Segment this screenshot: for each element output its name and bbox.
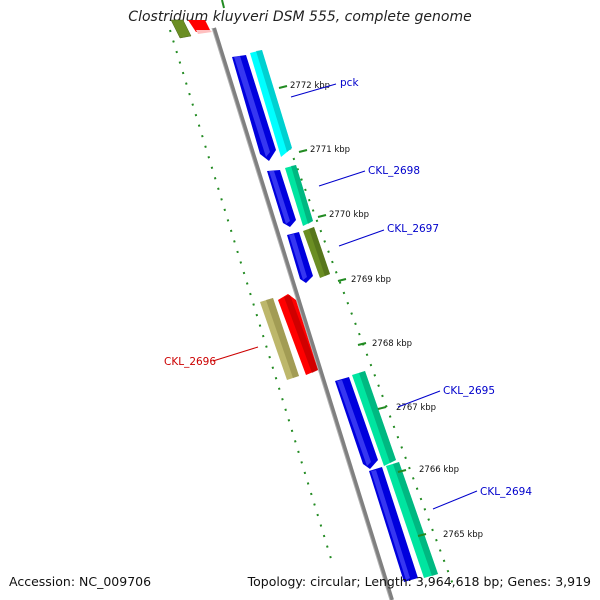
gene-partial-red: [188, 20, 210, 32]
label-ckl-2696[interactable]: CKL_2696: [164, 346, 259, 368]
label-ckl-2694[interactable]: CKL_2694: [432, 486, 532, 510]
tick-label: 2766 kbp: [419, 465, 459, 475]
tick-label: 2769 kbp: [351, 275, 391, 285]
tick-label: 2771 kbp: [310, 145, 350, 155]
tick-2768: 2768 kbp: [357, 339, 412, 349]
gene-label-ckl-2698: CKL_2698: [368, 165, 420, 177]
tick-2769: 2769 kbp: [337, 275, 391, 285]
gene-partial-pink: [196, 30, 212, 34]
gene-label-pck: pck: [340, 77, 359, 89]
tick-label: 2767 kbp: [396, 403, 436, 413]
tick-2770: 2770 kbp: [317, 210, 369, 220]
gene-label-ckl-2694: CKL_2694: [480, 486, 532, 498]
genome-backbone: [212, 27, 394, 600]
tick-label: 2772 kbp: [290, 81, 330, 91]
gene-label-ckl-2696: CKL_2696: [164, 356, 216, 368]
tick-2771: 2771 kbp: [298, 145, 350, 155]
genome-summary-text: Topology: circular; Length: 3,964,618 bp…: [247, 574, 591, 589]
tick-2766: 2766 kbp: [397, 465, 459, 475]
gene-label-ckl-2695: CKL_2695: [443, 385, 495, 397]
inner-tick-rail: [221, 0, 456, 591]
gene-partial-olive: [170, 19, 192, 39]
tick-2772: 2772 kbp: [278, 81, 330, 91]
gene-label-ckl-2697: CKL_2697: [387, 223, 439, 235]
accession-text: Accession: NC_009706: [9, 574, 152, 589]
tick-label: 2765 kbp: [443, 530, 483, 540]
tick-label: 2768 kbp: [372, 339, 412, 349]
label-ckl-2695[interactable]: CKL_2695: [397, 385, 495, 408]
label-pck[interactable]: pck: [290, 77, 359, 98]
label-ckl-2698[interactable]: CKL_2698: [318, 165, 420, 187]
tick-2767: 2767 kbp: [377, 403, 436, 413]
tick-label: 2770 kbp: [329, 210, 369, 220]
map-title: Clostridium kluyveri DSM 555, complete g…: [128, 9, 472, 25]
outer-tick-rail: [169, 29, 333, 563]
tick-2765: 2765 kbp: [417, 530, 483, 540]
label-ckl-2697[interactable]: CKL_2697: [338, 223, 439, 247]
